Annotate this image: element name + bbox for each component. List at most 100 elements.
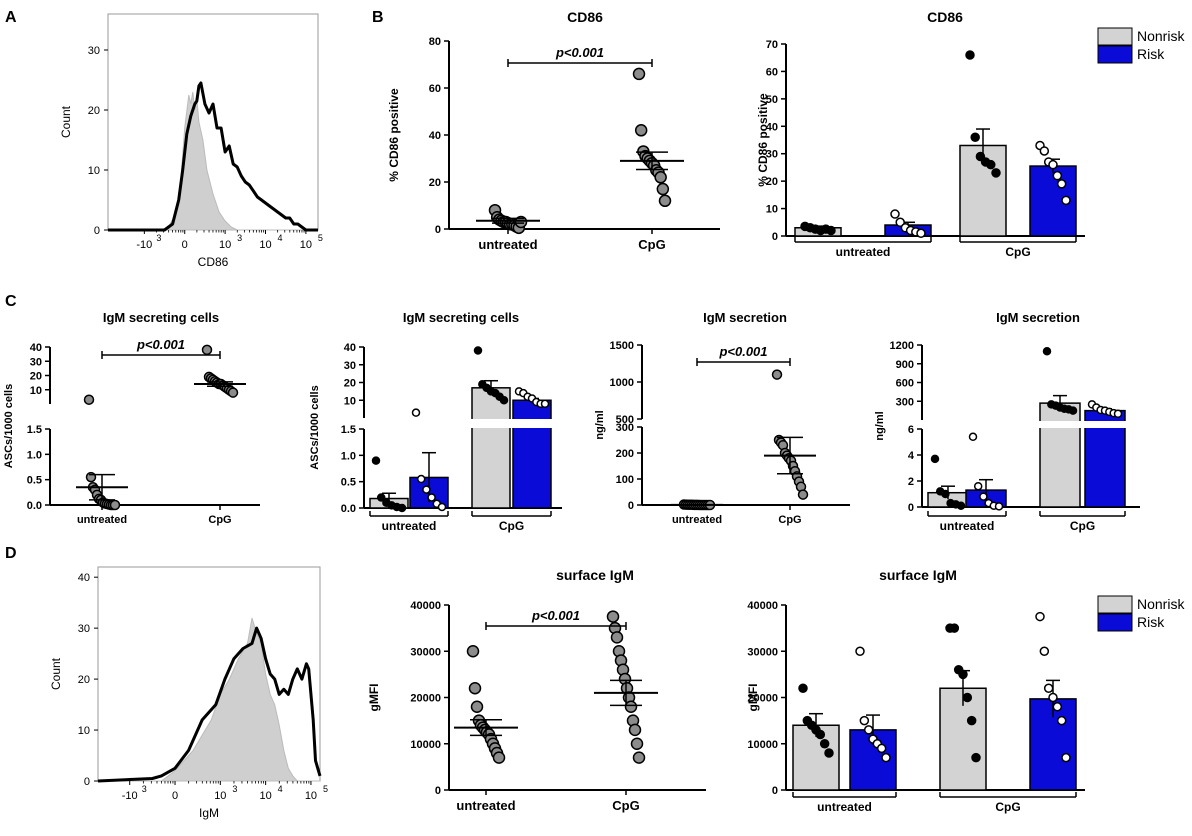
- data-point: [634, 124, 648, 137]
- category-label: CpG: [995, 800, 1020, 814]
- chart-title: surface IgM: [879, 567, 957, 583]
- data-point: [968, 432, 978, 442]
- data-point: [437, 502, 447, 512]
- y-tick-label: 30: [30, 356, 42, 368]
- y-tick-label: 20000: [747, 693, 778, 705]
- x-tick-exponent: 3: [142, 784, 147, 794]
- x-tick-label: 10: [219, 239, 231, 251]
- y-tick-label: 0: [94, 225, 100, 237]
- data-point: [973, 481, 983, 491]
- data-point: [468, 682, 482, 695]
- data-point: [863, 725, 874, 735]
- y-tick-label: 300: [616, 422, 634, 434]
- y-tick-label: 40: [429, 130, 441, 142]
- y-axis-label: gMFI: [367, 684, 381, 712]
- y-tick-label: 10000: [410, 739, 441, 751]
- data-point: [966, 715, 977, 726]
- filled-histogram: [98, 617, 320, 782]
- data-point: [958, 669, 968, 680]
- chart-title: IgM secretion: [996, 310, 1080, 325]
- y-tick-label: 0.0: [27, 500, 42, 512]
- y-tick-label: 20000: [410, 693, 441, 705]
- y-tick-label: 30: [766, 149, 778, 161]
- y-tick-label: 600: [896, 378, 914, 390]
- y-tick-label: 0.0: [341, 503, 356, 515]
- x-tick-exponent: 5: [318, 233, 323, 243]
- y-tick-label: 0: [435, 224, 441, 236]
- significance-label: p<0.001: [718, 344, 767, 359]
- data-point: [376, 493, 386, 502]
- data-point: [470, 700, 484, 713]
- y-tick-label: 30000: [747, 646, 778, 658]
- chart-title: IgM secreting cells: [103, 310, 219, 325]
- legend-swatch-risk: [1097, 45, 1133, 64]
- y-tick-label: 30: [344, 360, 356, 372]
- data-point: [499, 396, 509, 405]
- panel-label-b: B: [372, 9, 384, 26]
- bar: [939, 687, 987, 791]
- data-point: [1042, 347, 1052, 356]
- data-point: [991, 168, 1001, 178]
- y-tick-label: 1.0: [341, 450, 356, 462]
- legend-label-nonrisk: Nonrisk: [1137, 596, 1185, 612]
- chart-title: IgM secreting cells: [403, 310, 519, 325]
- y-tick-label: 0: [84, 776, 90, 788]
- data-point: [371, 456, 381, 465]
- data-point: [1061, 752, 1071, 763]
- x-axis-label: IgM: [199, 806, 219, 820]
- y-tick-label: 0: [772, 785, 778, 797]
- chart-title: CD86: [927, 9, 963, 25]
- y-tick-label: 1500: [610, 340, 634, 352]
- data-point: [1043, 683, 1054, 693]
- data-point: [422, 485, 431, 494]
- category-label: untreated: [940, 519, 995, 533]
- data-point: [1068, 406, 1078, 415]
- legend-bottom: Nonrisk Risk: [1097, 595, 1185, 632]
- category-label: CpG: [778, 514, 801, 526]
- data-point: [916, 228, 926, 239]
- y-tick-label: 1000: [610, 377, 634, 389]
- data-point: [411, 408, 421, 417]
- category-label: CpG: [612, 798, 639, 813]
- y-tick-label: 20: [766, 176, 778, 188]
- data-point: [826, 225, 836, 236]
- category-label: untreated: [77, 514, 127, 526]
- x-tick-exponent: 3: [237, 233, 242, 243]
- y-tick-label: 0: [435, 785, 441, 797]
- data-point: [416, 474, 426, 484]
- y-tick-label: 2: [908, 476, 914, 488]
- y-tick-label: 60: [766, 66, 778, 78]
- y-tick-label: 20: [88, 105, 100, 117]
- y-tick-label: 900: [896, 359, 914, 371]
- chart-title: surface IgM: [556, 567, 634, 583]
- panel-label-c: C: [5, 293, 17, 310]
- data-point: [962, 692, 973, 703]
- data-point: [1061, 195, 1071, 206]
- y-tick-label: 60: [429, 83, 441, 95]
- y-tick-label: 10: [88, 165, 100, 177]
- data-point: [797, 489, 809, 500]
- data-point: [819, 739, 830, 749]
- category-label: CpG: [208, 514, 231, 526]
- y-tick-label: 300: [896, 396, 914, 408]
- y-tick-label: 10000: [747, 739, 778, 751]
- data-point: [610, 631, 624, 644]
- y-tick-label: 30: [78, 623, 90, 635]
- data-point: [628, 723, 642, 737]
- legend-top: Nonrisk Risk: [1097, 27, 1185, 64]
- bar-surface-igm: surface IgM 0 10000 20000 30000 40000 gMFI untr…: [746, 567, 1085, 814]
- data-point: [654, 171, 667, 184]
- y-axis-label: Count: [49, 657, 63, 690]
- y-tick-label: 0.5: [341, 477, 356, 489]
- y-tick-label: 20: [429, 177, 441, 189]
- significance-label: p<0.001: [555, 45, 604, 60]
- y-axis-label: % CD86 positive: [387, 88, 401, 182]
- category-label: untreated: [817, 800, 872, 814]
- data-point: [941, 489, 950, 499]
- category-label: untreated: [478, 237, 537, 252]
- data-point: [1113, 409, 1123, 418]
- x-tick-label: 0: [182, 239, 188, 251]
- x-tick-label: 10: [260, 790, 272, 802]
- data-point: [109, 499, 121, 511]
